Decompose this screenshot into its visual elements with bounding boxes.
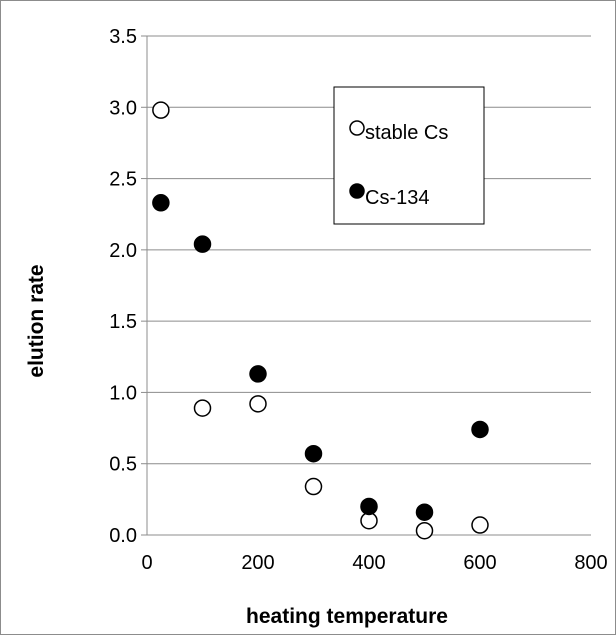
x-tick-label: 400	[352, 552, 385, 574]
x-axis-title: heating temperature	[246, 605, 448, 628]
axes	[141, 35, 148, 536]
cs-134-point	[249, 365, 267, 383]
legend-marker-stable-cs	[349, 120, 365, 136]
y-tick-labels: 0.0 0.5 1.0 1.5 2.0 2.5 3.0 3.5	[109, 26, 137, 547]
x-tick-label: 200	[241, 552, 274, 574]
y-tick-label: 1.5	[109, 311, 137, 333]
cs-134-point	[304, 444, 323, 463]
x-tick-label: 0	[141, 552, 152, 574]
y-tick-label: 0.5	[109, 454, 137, 476]
stable-cs-point	[304, 477, 323, 496]
data-points	[152, 101, 489, 540]
legend-marker-cs-134	[349, 183, 365, 199]
legend: stable Cs Cs-134	[333, 86, 485, 225]
y-axis-title: elution rate	[25, 264, 48, 377]
cs-134-point	[415, 503, 434, 521]
cs-134-point	[471, 420, 489, 439]
x-tick-label: 800	[574, 552, 607, 574]
y-tick-label: 3.0	[109, 97, 137, 119]
y-tick-label: 2.5	[109, 169, 137, 191]
stable-cs-point	[152, 101, 170, 119]
cs-134-point	[152, 194, 170, 212]
y-tick-label: 2.0	[109, 240, 137, 262]
stable-cs-point	[415, 521, 434, 540]
y-tick-label: 3.5	[109, 26, 137, 48]
y-tick-label: 1.0	[109, 382, 137, 404]
x-tick-labels: 0 200 400 600 800	[141, 552, 607, 574]
legend-label-stable-cs: stable Cs	[365, 122, 448, 144]
x-tick-label: 600	[463, 552, 496, 574]
legend-label-cs-134: Cs-134	[365, 187, 429, 209]
legend-box	[333, 86, 485, 225]
stable-cs-point	[193, 399, 212, 417]
stable-cs-point	[471, 516, 489, 534]
stable-cs-point	[249, 395, 267, 413]
cs-134-point	[193, 235, 212, 253]
y-tick-label: 0.0	[109, 525, 137, 547]
cs-134-point	[360, 497, 378, 516]
